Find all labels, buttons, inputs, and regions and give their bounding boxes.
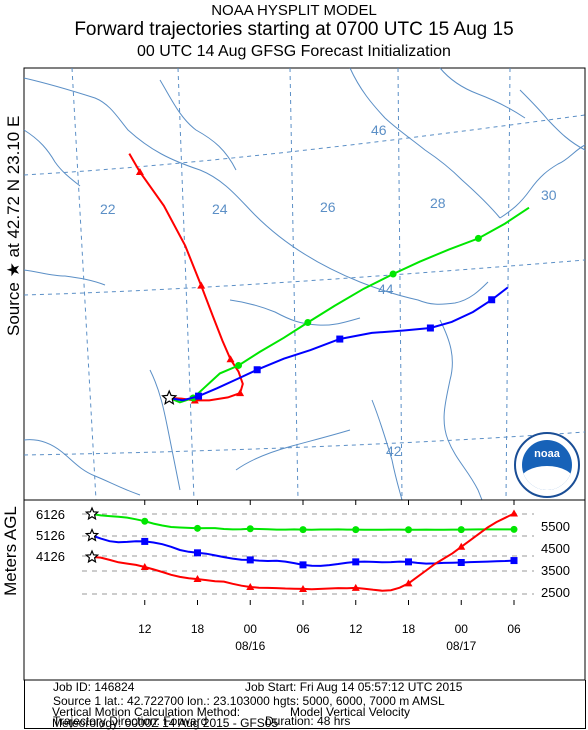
height-trajectories	[84, 506, 518, 592]
height-source-star	[84, 549, 100, 564]
map-trajectories	[128, 153, 530, 405]
time-tick-label: 06	[507, 622, 521, 636]
height-marker-circle	[510, 525, 518, 533]
date-label: 08/17	[446, 639, 476, 653]
lat-label-42: 42	[386, 443, 402, 459]
lon-label-30: 30	[541, 187, 557, 203]
lat-label-46: 46	[371, 122, 387, 138]
height-marker-square	[405, 558, 412, 566]
trajectory-marker-triangle	[236, 389, 245, 397]
height-marker-square	[457, 559, 465, 567]
time-tick-label: 18	[402, 622, 416, 636]
y-right-tick-2500: 2500	[541, 585, 570, 600]
job-info-box: Job ID: 146824 Job Start: Fri Aug 14 05:…	[24, 680, 586, 729]
trajectory-line-circle	[168, 206, 530, 404]
height-marker-square	[246, 556, 254, 564]
height-marker-square	[299, 561, 307, 569]
time-tick-label: 18	[191, 622, 205, 636]
trajectory-line-triangle	[128, 153, 244, 402]
height-marker-circle	[405, 526, 412, 534]
map-frame	[23, 67, 586, 501]
height-source-star	[84, 527, 100, 542]
height-marker-triangle	[351, 583, 360, 591]
y-right-tick-4500: 4500	[541, 541, 570, 556]
lon-label-24: 24	[212, 201, 228, 217]
height-marker-triangle	[140, 563, 149, 571]
height-marker-square	[141, 537, 149, 545]
trajectory-line-square	[169, 286, 509, 402]
height-marker-triangle	[246, 583, 255, 591]
y-left-tick-6126: 6126	[36, 507, 65, 522]
height-marker-circle	[299, 526, 307, 534]
vertical-motion-value: Model Vertical Velocity	[290, 705, 411, 719]
height-reference-lines	[82, 513, 534, 595]
y-right-tick-3500: 3500	[541, 563, 570, 578]
trajectory-marker-circle	[389, 270, 397, 278]
trajectory-marker-square	[426, 324, 434, 332]
height-marker-circle	[194, 524, 201, 532]
trajectory-marker-square	[336, 335, 344, 343]
duration: Duration: 48 hrs	[265, 714, 351, 728]
job-id: Job ID: 146824	[53, 680, 135, 694]
source-star	[161, 389, 178, 405]
height-marker-circle	[457, 526, 465, 534]
trajectory-marker-square	[488, 296, 496, 304]
lon-label-28: 28	[430, 195, 446, 211]
trajectory-marker-square	[195, 392, 203, 400]
lat-label-44: 44	[378, 281, 394, 297]
height-line-square	[91, 534, 515, 567]
time-tick-label: 00	[455, 622, 469, 636]
height-source-star	[84, 506, 100, 521]
height-marker-circle	[246, 525, 254, 533]
trajectory-marker-square	[253, 366, 261, 374]
height-time-ticks	[144, 500, 515, 605]
job-start: Job Start: Fri Aug 14 05:57:12 UTC 2015	[245, 680, 463, 694]
time-tick-label: 00	[244, 622, 258, 636]
y-left-tick-5126: 5126	[36, 528, 65, 543]
height-marker-triangle	[404, 579, 413, 587]
height-marker-circle	[141, 517, 149, 525]
trajectory-marker-triangle	[197, 281, 206, 289]
model-title: NOAA HYSPLIT MODEL	[211, 2, 377, 19]
lon-label-26: 26	[320, 199, 336, 215]
height-marker-triangle	[457, 542, 466, 550]
meteorology: Meteorology: 0000Z 14 Aug 2015 - GFS05	[52, 716, 279, 730]
trajectory-marker-triangle	[226, 355, 235, 363]
country-borders	[23, 67, 586, 501]
height-line-triangle	[91, 512, 515, 592]
height-panel-frame	[23, 499, 586, 681]
height-marker-square	[510, 557, 518, 565]
source-info: Source 1 lat.: 42.722700 lon.: 23.103000…	[53, 694, 445, 708]
trajectory-marker-triangle	[135, 168, 144, 176]
height-marker-triangle	[193, 575, 202, 583]
time-tick-label: 06	[296, 622, 310, 636]
date-label: 08/16	[235, 639, 265, 653]
chart-title: Forward trajectories starting at 0700 UT…	[74, 19, 514, 40]
time-tick-label: 12	[138, 622, 152, 636]
height-marker-square	[352, 558, 360, 566]
y-left-tick-4126: 4126	[36, 549, 65, 564]
lon-label-22: 22	[100, 201, 116, 217]
height-marker-triangle	[510, 509, 518, 517]
noaa-seal: noaa	[514, 432, 580, 498]
height-marker-square	[194, 549, 201, 557]
trajectory-marker-circle	[235, 361, 243, 369]
trajectory-marker-circle	[474, 234, 482, 242]
time-tick-label: 12	[349, 622, 363, 636]
height-marker-circle	[352, 526, 360, 534]
trajectory-direction: Trajectory Direction: Forward	[53, 714, 208, 728]
trajectory-marker-circle	[304, 318, 312, 326]
noaa-wordmark: noaa	[534, 448, 560, 460]
y-right-tick-5500: 5500	[541, 519, 570, 534]
height-marker-triangle	[299, 584, 307, 592]
vertical-motion-method: Vertical Motion Calculation Method:	[52, 705, 241, 719]
chart-subtitle: 00 UTC 14 Aug GFSG Forecast Initializati…	[137, 43, 451, 60]
graticule	[23, 67, 586, 501]
